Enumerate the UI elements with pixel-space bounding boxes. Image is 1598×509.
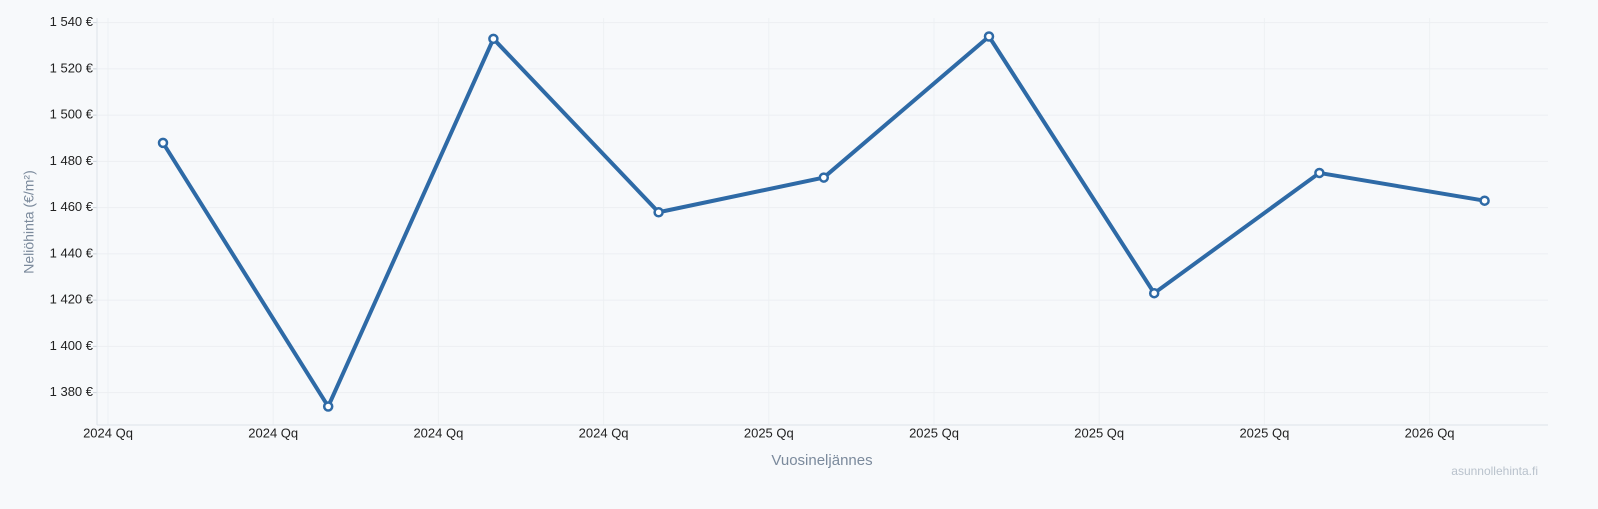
- y-tick-label: 1 480 €: [50, 153, 94, 168]
- x-tick-label: 2025 Qq: [1074, 425, 1124, 440]
- point: [653, 207, 664, 218]
- x-tick-label: 2024 Qq: [248, 425, 298, 440]
- y-tick-label: 1 420 €: [50, 292, 94, 307]
- y-tick-label: 1 400 €: [50, 338, 94, 353]
- x-tick-label: 2025 Qq: [1239, 425, 1289, 440]
- y-tick-label: 1 380 €: [50, 384, 94, 399]
- x-tick-label: 2025 Qq: [909, 425, 959, 440]
- point: [322, 401, 334, 412]
- x-tick-label: 2024 Qq: [413, 425, 463, 440]
- watermark: asunnollehinta.fi: [1451, 464, 1538, 478]
- x-tick-label: 2024 Qq: [579, 425, 629, 440]
- y-tick-label: 1 460 €: [50, 199, 94, 214]
- point: [983, 31, 995, 42]
- point: [1479, 195, 1490, 206]
- y-tick-label: 1 520 €: [50, 60, 94, 75]
- x-tick-label: 2024 Qq: [83, 425, 133, 440]
- point: [1314, 167, 1325, 179]
- x-tick-label: 2025 Qq: [744, 425, 794, 440]
- y-axis-title: Neliöhinta (€/m²): [21, 170, 37, 273]
- x-tick-label: 2026 Qq: [1405, 425, 1455, 440]
- x-axis-title: Vuosineljännes: [771, 452, 872, 469]
- y-tick-label: 1 500 €: [50, 107, 94, 122]
- point: [1148, 287, 1160, 299]
- y-tick-label: 1 440 €: [50, 245, 94, 260]
- y-tick-label: 1 540 €: [50, 14, 94, 29]
- point: [818, 172, 830, 183]
- point: [488, 33, 499, 45]
- point: [157, 137, 169, 149]
